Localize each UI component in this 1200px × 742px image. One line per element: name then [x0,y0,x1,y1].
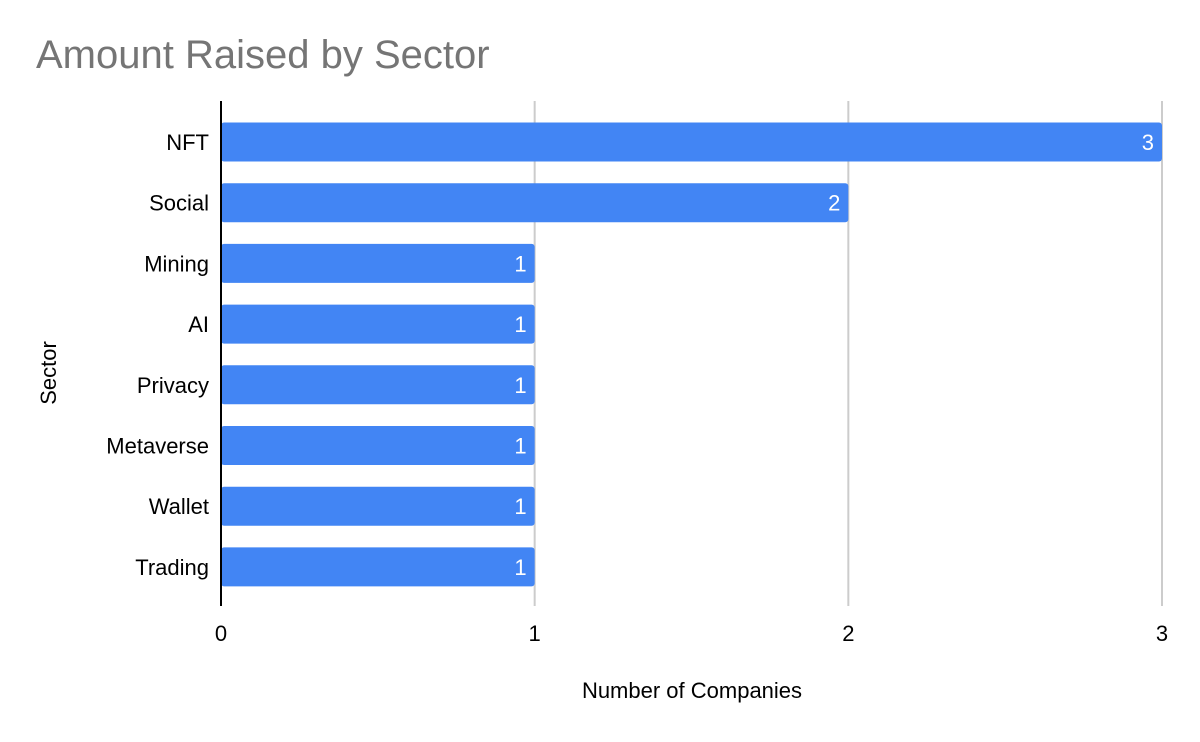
x-tick-labels: 0 1 2 3 [215,621,1168,646]
bar-data-label: 1 [514,555,526,580]
category-label: AI [188,312,209,337]
bar-data-label: 1 [514,494,526,519]
bar [221,243,535,283]
x-tick-label: 3 [1156,621,1168,646]
x-tick-label: 1 [529,621,541,646]
x-axis-title: Number of Companies [582,678,802,703]
bar-data-label: 1 [514,251,526,276]
category-label: NFT [166,130,209,155]
bar [221,486,535,526]
bar [221,304,535,344]
bar [221,122,1162,162]
category-label: Privacy [137,373,209,398]
bar [221,365,535,405]
category-label: Wallet [149,494,209,519]
data-labels: 3 2 1 1 1 1 1 1 [514,130,1154,580]
bar [221,547,535,587]
y-axis-title: Sector [36,341,61,405]
gridlines [533,101,1163,606]
bar-data-label: 1 [514,373,526,398]
category-labels: NFT Social Mining AI Privacy Metaverse Wallet T… [106,130,209,580]
bar [221,183,849,223]
category-label: Social [149,191,209,216]
bar-data-label: 2 [828,191,840,216]
x-tick-label: 0 [215,621,227,646]
category-label: Trading [135,555,209,580]
bar-data-label: 1 [514,312,526,337]
bars [221,122,1162,587]
category-label: Metaverse [106,434,209,459]
category-label: Mining [144,251,209,276]
bar [221,426,535,465]
bar-data-label: 3 [1142,130,1154,155]
chart-title: Amount Raised by Sector [36,33,490,77]
bar-data-label: 1 [514,434,526,459]
x-tick-label: 2 [842,621,854,646]
